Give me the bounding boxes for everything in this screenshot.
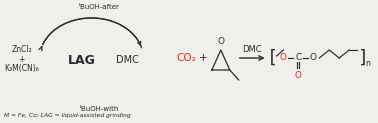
Text: O: O	[280, 54, 287, 62]
Text: ᵗBuOH-after: ᵗBuOH-after	[79, 4, 120, 10]
Text: CO₂: CO₂	[176, 53, 196, 63]
Text: O: O	[295, 70, 302, 79]
Text: O: O	[310, 54, 317, 62]
Text: +: +	[19, 54, 25, 63]
Text: O: O	[217, 38, 224, 46]
Text: DMC: DMC	[242, 45, 262, 54]
Text: [: [	[267, 49, 278, 67]
Text: K₃M(CN)₆: K₃M(CN)₆	[5, 64, 39, 74]
Text: M = Fe, Co; LAG = liquid-assisted grinding: M = Fe, Co; LAG = liquid-assisted grindi…	[4, 113, 130, 118]
Text: LAG: LAG	[68, 54, 96, 67]
Text: n: n	[366, 59, 370, 68]
Text: ]: ]	[358, 49, 369, 67]
Text: DMC: DMC	[116, 55, 139, 65]
Text: C: C	[295, 54, 302, 62]
Text: ZnCl₂: ZnCl₂	[11, 45, 32, 54]
Text: +: +	[198, 53, 207, 63]
Text: ᵗBuOH-with: ᵗBuOH-with	[80, 106, 119, 112]
